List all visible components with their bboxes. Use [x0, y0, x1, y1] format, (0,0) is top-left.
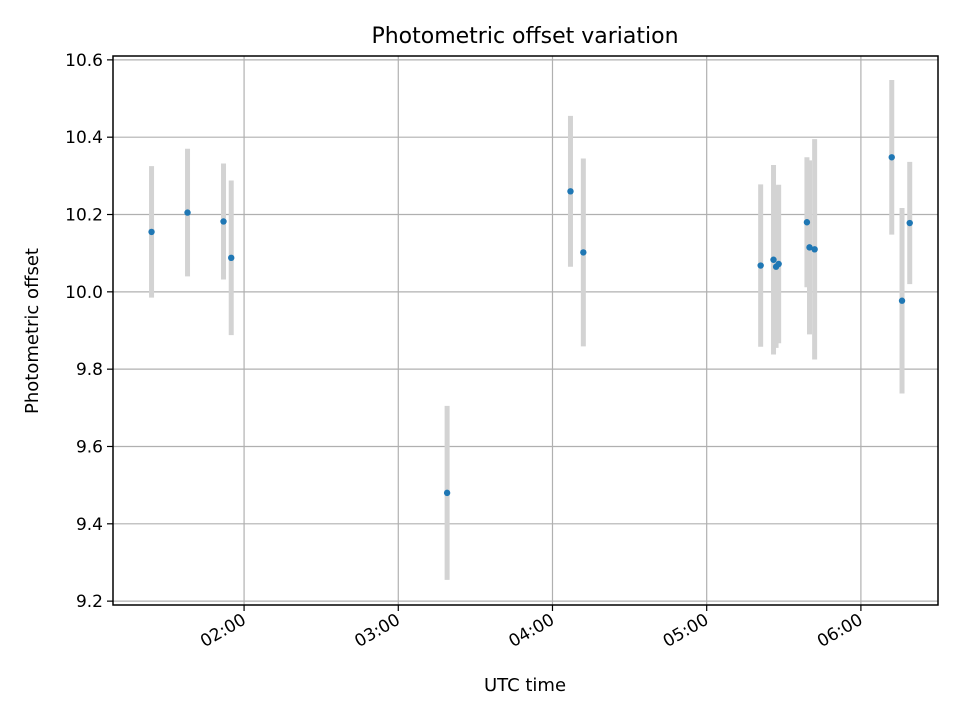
data-point: [770, 256, 777, 263]
chart-title: Photometric offset variation: [371, 24, 678, 49]
plot-frame: [112, 55, 939, 606]
y-axis-ticks: 9.2 9.4 9.6 9.8 10.0 10.2 10.4 10.6: [65, 51, 113, 612]
y-tick-label: 10.6: [65, 51, 103, 71]
data-point: [184, 209, 191, 216]
x-axis-label: UTC time: [484, 675, 566, 696]
y-tick-label: 9.2: [76, 592, 103, 612]
data-point: [806, 244, 813, 251]
data-point: [148, 228, 155, 236]
data-point: [811, 246, 818, 253]
y-tick-label: 9.4: [76, 515, 103, 535]
data-point: [220, 218, 227, 225]
data-point: [898, 297, 906, 304]
data-point: [567, 188, 574, 195]
data-point: [580, 249, 587, 256]
data-point: [228, 254, 235, 262]
data-point: [803, 219, 811, 226]
y-tick-label: 10.2: [65, 206, 103, 226]
y-tick-label: 9.8: [76, 360, 103, 380]
data-point: [443, 489, 451, 497]
data-point: [757, 262, 764, 269]
y-axis-label: Photometric offset: [22, 248, 43, 414]
data-point: [888, 154, 895, 161]
grid: [113, 56, 938, 605]
y-tick-label: 10.4: [65, 128, 103, 148]
y-tick-label: 9.6: [76, 437, 103, 457]
data-point: [906, 219, 913, 227]
data-point: [775, 260, 782, 268]
data-points: [148, 154, 913, 497]
y-tick-label: 10.0: [65, 283, 103, 303]
